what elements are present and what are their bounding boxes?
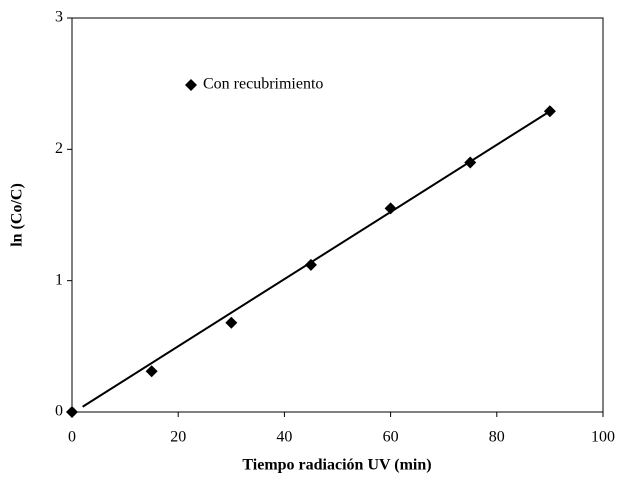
data-point	[225, 316, 238, 329]
y-tick-label: 0	[55, 403, 63, 420]
data-point	[543, 105, 556, 118]
y-tick-label: 1	[55, 271, 63, 288]
x-tick-label: 60	[383, 429, 399, 446]
data-point	[145, 365, 158, 378]
y-tick-label: 3	[55, 9, 63, 26]
x-tick-label: 20	[170, 429, 186, 446]
legend-marker	[185, 79, 197, 91]
x-tick-label: 40	[276, 429, 292, 446]
data-point	[464, 156, 477, 169]
x-tick-label: 0	[68, 429, 76, 446]
y-tick-label: 2	[55, 140, 63, 157]
data-point	[304, 258, 317, 271]
x-axis-title: Tiempo radiación UV (min)	[242, 457, 431, 474]
y-axis-title: ln (Co/C)	[9, 183, 26, 247]
plot-frame	[71, 17, 604, 413]
data-point	[384, 202, 397, 215]
x-tick-label: 100	[591, 429, 615, 446]
data-point	[66, 406, 78, 418]
legend-label: Con recubrimiento	[203, 76, 323, 93]
x-tick-label: 80	[489, 429, 505, 446]
trend-line	[82, 110, 551, 408]
